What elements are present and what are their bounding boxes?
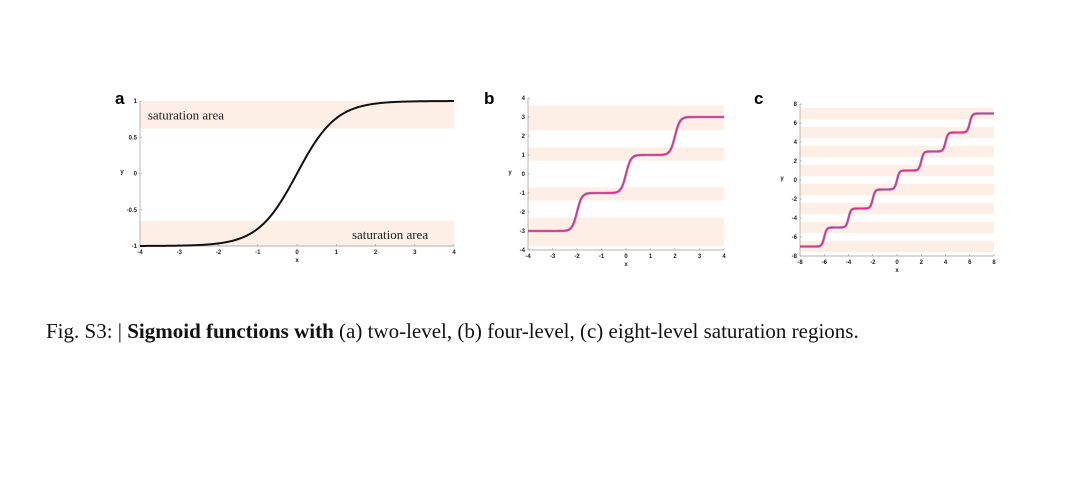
panel-b: b -4 -3 -2 -1 0 1 2 3 4 -4 -3 -2 -1 0 1 2 3 4 x y (484, 89, 726, 268)
y-tick-label: 2 (522, 134, 526, 140)
x-tick-label: -6 (822, 260, 828, 266)
caption-prefix: Fig. S3: | (46, 319, 128, 343)
x-tick-label: -2 (574, 254, 580, 260)
saturation-band (800, 107, 994, 120)
x-tick-label: 1 (335, 250, 339, 256)
x-axis-label: x (295, 258, 299, 264)
y-tick-label: 8 (794, 102, 798, 108)
x-tick-label: -3 (550, 254, 556, 260)
y-tick-label: 4 (794, 140, 798, 146)
y-axis-label: y (120, 170, 124, 176)
x-axis-label: x (624, 262, 628, 268)
panel-letter: a (115, 89, 125, 108)
panel-a: a -4 -3 -2 -1 0 1 2 3 4 -1 -0.5 0 0.5 1 x y saturation ar… (115, 89, 456, 264)
series-line (528, 116, 724, 232)
x-tick-label: 1 (649, 254, 653, 260)
saturation-band (800, 240, 994, 253)
y-tick-label: 0 (794, 178, 798, 184)
y-tick-label: 1 (134, 99, 138, 105)
x-tick-label: 2 (673, 254, 677, 260)
saturation-band (528, 147, 724, 161)
x-tick-label: 8 (992, 260, 996, 266)
panel-letter: b (484, 89, 494, 108)
figure-caption: Fig. S3: | Sigmoid functions with (a) tw… (46, 319, 1056, 344)
x-tick-label: -4 (525, 254, 531, 260)
x-tick-label: 0 (295, 250, 299, 256)
caption-bold: Sigmoid functions with (127, 319, 334, 343)
y-tick-label: -8 (792, 254, 798, 260)
x-tick-label: 0 (624, 254, 628, 260)
y-tick-label: -6 (792, 235, 798, 241)
x-tick-label: -4 (846, 260, 852, 266)
x-tick-label: -3 (177, 250, 183, 256)
saturation-band (800, 221, 994, 234)
annotation-label: saturation area (352, 227, 428, 242)
saturation-band (800, 202, 994, 215)
x-tick-label: 4 (452, 250, 456, 256)
x-tick-label: -2 (870, 260, 876, 266)
y-tick-label: -1 (520, 191, 526, 197)
saturation-band (800, 126, 994, 139)
x-tick-label: 0 (895, 260, 899, 266)
y-tick-label: 0 (134, 172, 138, 178)
y-tick-label: 4 (522, 96, 526, 102)
y-tick-label: -2 (792, 197, 798, 203)
saturation-band (528, 187, 724, 201)
panel-letter: c (754, 89, 763, 108)
x-tick-label: 4 (722, 254, 726, 260)
y-tick-label: 0.5 (129, 135, 138, 141)
series-line (800, 112, 994, 248)
y-tick-label: -1 (132, 244, 138, 250)
caption-rest: (a) two-level, (b) four-level, (c) eight… (333, 319, 859, 343)
saturation-band (800, 183, 994, 196)
x-tick-label: 4 (944, 260, 948, 266)
annotation-label: saturation area (148, 108, 224, 123)
y-axis-label: y (780, 176, 784, 182)
saturation-band (800, 145, 994, 158)
y-tick-label: -4 (792, 216, 798, 222)
y-tick-label: 6 (794, 121, 798, 127)
x-axis-label: x (895, 268, 899, 274)
y-axis-label: y (508, 170, 512, 176)
y-tick-label: 1 (522, 153, 526, 159)
y-tick-label: 0 (522, 172, 526, 178)
series-line (140, 100, 454, 247)
x-tick-label: 2 (920, 260, 924, 266)
y-tick-label: -0.5 (127, 208, 138, 214)
saturation-band (140, 220, 454, 246)
x-tick-label: -1 (599, 254, 605, 260)
y-tick-label: -2 (520, 210, 526, 216)
x-tick-label: -1 (255, 250, 261, 256)
panel-c: c -8 -6 -4 -2 0 2 4 6 8 -8 -6 -4 -2 0 2 4 6 8 x y (754, 89, 996, 274)
x-tick-label: -8 (797, 260, 803, 266)
x-tick-label: 2 (374, 250, 378, 256)
x-tick-label: -4 (137, 250, 143, 256)
y-tick-label: -4 (520, 248, 526, 254)
x-tick-label: 3 (413, 250, 417, 256)
x-tick-label: 3 (698, 254, 702, 260)
y-tick-label: 3 (522, 115, 526, 121)
saturation-band (800, 164, 994, 177)
y-tick-label: 2 (794, 159, 798, 165)
y-tick-label: -3 (520, 229, 526, 235)
saturation-band (140, 101, 454, 129)
x-tick-label: 6 (968, 260, 972, 266)
x-tick-label: -2 (216, 250, 222, 256)
